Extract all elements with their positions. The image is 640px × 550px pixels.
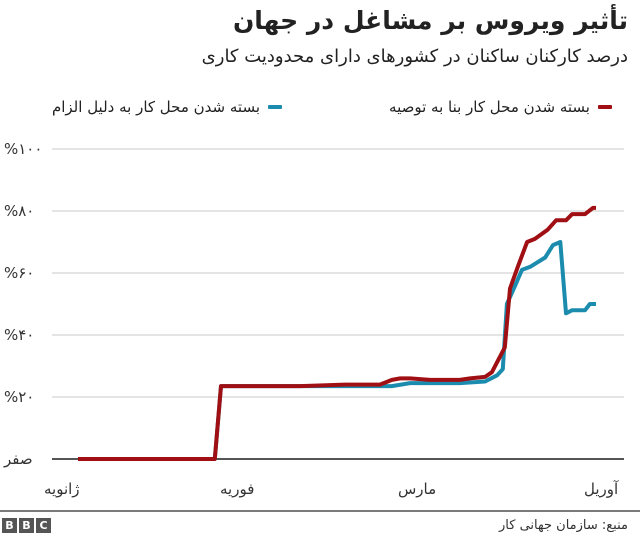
- gridlines: [52, 148, 624, 460]
- y-tick-label: %۲۰: [4, 388, 35, 406]
- source-note: منبع: سازمان جهانی کار: [499, 518, 628, 533]
- x-tick-label: مارس: [398, 480, 437, 498]
- x-tick-label: فوریه: [220, 480, 255, 498]
- bbc-logo: B B C: [2, 518, 51, 533]
- series-lines: [78, 205, 596, 461]
- footer-divider: [0, 510, 640, 512]
- x-tick-label: آوریل: [584, 480, 619, 498]
- legend: بسته شدن محل کار بنا به توصیه بسته شدن م…: [0, 98, 640, 124]
- legend-swatch-red-icon: [598, 105, 612, 109]
- legend-item-required: بسته شدن محل کار به دلیل الزام: [52, 98, 282, 116]
- y-tick-label: %۸۰: [4, 202, 35, 220]
- legend-swatch-blue-icon: [268, 105, 282, 109]
- series-line-advised: [78, 205, 596, 461]
- chart-title: تأثیر ویروس بر مشاغل در جهان: [232, 6, 628, 35]
- bbc-logo-letter: B: [19, 518, 34, 533]
- bbc-logo-letter: B: [2, 518, 17, 533]
- x-tick-label: ژانویه: [44, 480, 80, 498]
- chart-subtitle: درصد کارکنان ساکنان در کشورهای دارای محد…: [201, 46, 628, 67]
- y-tick-label: %۶۰: [4, 264, 35, 282]
- bbc-logo-letter: C: [36, 518, 51, 533]
- y-tick-label: %۱۰۰: [4, 140, 43, 158]
- legend-label-advised: بسته شدن محل کار بنا به توصیه: [389, 98, 590, 116]
- legend-label-required: بسته شدن محل کار به دلیل الزام: [51, 98, 260, 116]
- y-tick-label: %۴۰: [4, 326, 35, 344]
- legend-item-advised: بسته شدن محل کار بنا به توصیه: [389, 98, 612, 116]
- y-tick-label: صفر: [4, 450, 33, 468]
- series-line-required: [78, 240, 596, 461]
